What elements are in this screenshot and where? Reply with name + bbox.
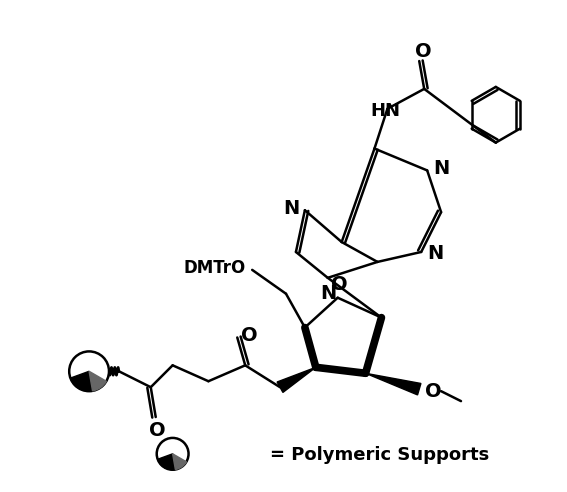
Text: N: N	[433, 159, 449, 178]
Text: O: O	[415, 42, 431, 61]
Text: HN: HN	[370, 102, 400, 120]
Text: O: O	[149, 422, 166, 440]
Text: O: O	[331, 276, 348, 294]
Wedge shape	[158, 454, 175, 470]
Polygon shape	[277, 368, 316, 393]
Circle shape	[156, 438, 189, 470]
Wedge shape	[89, 371, 107, 391]
Text: O: O	[241, 326, 257, 345]
Wedge shape	[70, 371, 92, 391]
Text: N: N	[320, 284, 337, 303]
Circle shape	[69, 351, 109, 391]
Text: = Polymeric Supports: = Polymeric Supports	[270, 446, 489, 464]
Wedge shape	[172, 454, 187, 469]
Polygon shape	[366, 373, 421, 395]
Text: N: N	[283, 199, 299, 218]
Text: DMTrO: DMTrO	[184, 259, 246, 277]
Text: N: N	[427, 245, 443, 263]
Text: O: O	[425, 382, 442, 400]
